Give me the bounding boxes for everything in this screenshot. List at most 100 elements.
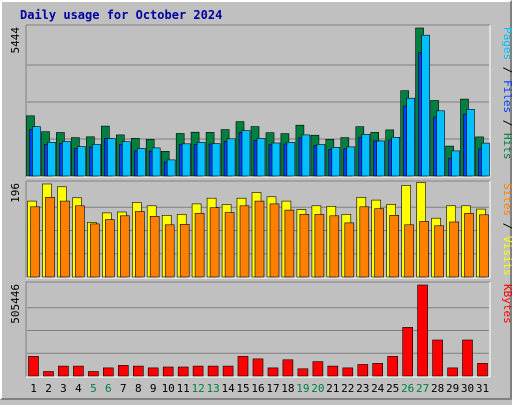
x-tick-label: 26 xyxy=(401,382,414,395)
bar-kbytes xyxy=(357,364,369,377)
x-tick-label: 14 xyxy=(221,382,235,395)
bar-kbytes xyxy=(387,356,399,377)
bar-kbytes xyxy=(252,358,264,377)
bar-kbytes xyxy=(88,371,99,377)
chart-title: Daily usage for October 2024 xyxy=(20,8,222,22)
bar-kbytes xyxy=(372,363,384,377)
bar-sites xyxy=(269,203,280,278)
bar-kbytes xyxy=(447,367,458,377)
x-tick-label: 10 xyxy=(162,382,175,395)
bar-sites xyxy=(224,212,235,278)
panel-kbytes: 505446 KBytes xyxy=(9,281,512,378)
x-tick-label: 11 xyxy=(177,382,190,395)
bar-sites xyxy=(359,206,370,278)
x-tick-label: 4 xyxy=(75,382,82,395)
bar-pages xyxy=(436,110,445,177)
bar-pages xyxy=(226,138,236,177)
bar-pages xyxy=(286,142,296,177)
bar-pages xyxy=(92,144,101,177)
bar-sites xyxy=(254,200,265,278)
bar-pages xyxy=(166,159,176,177)
bar-sites xyxy=(30,206,40,278)
bar-kbytes xyxy=(118,365,129,377)
x-tick-label: 29 xyxy=(446,382,459,395)
bar-kbytes xyxy=(43,371,54,377)
bar-pages xyxy=(181,143,191,177)
x-tick-label: 27 xyxy=(416,382,429,395)
x-tick-label: 1 xyxy=(30,382,37,395)
bar-sites xyxy=(284,209,295,278)
bar-pages xyxy=(241,130,251,177)
bar-sites xyxy=(149,216,160,278)
bar-pages xyxy=(107,138,116,177)
x-tick-label: 2 xyxy=(45,382,52,395)
bar-pages xyxy=(466,109,475,177)
bar-sites xyxy=(299,214,310,278)
x-tick-label: 16 xyxy=(251,382,264,395)
panel-hits-files-pages: 5444 Pages / Files / Hits xyxy=(9,24,512,178)
bar-sites xyxy=(194,213,205,278)
bar-pages xyxy=(346,146,356,177)
legend-part: / xyxy=(501,113,512,133)
x-tick-label: 9 xyxy=(150,382,157,395)
x-tick-label: 15 xyxy=(236,382,249,395)
x-tick-label: 25 xyxy=(386,382,399,395)
bar-sites xyxy=(389,215,400,278)
x-tick-label: 7 xyxy=(120,382,127,395)
bar-kbytes xyxy=(297,368,309,377)
x-tick-label: 12 xyxy=(191,382,204,395)
bar-kbytes xyxy=(267,367,279,377)
legend-label: Pages / Files / Hits xyxy=(501,27,512,160)
bar-kbytes xyxy=(417,284,428,377)
bar-sites xyxy=(449,221,459,278)
bar-pages xyxy=(301,134,311,177)
bar-kbytes xyxy=(327,365,339,377)
legend-label: KBytes xyxy=(501,284,512,324)
bar-kbytes xyxy=(477,363,488,377)
bar-pages xyxy=(77,146,86,177)
bar-kbytes xyxy=(342,367,354,377)
legend-part: / xyxy=(501,216,512,236)
bar-kbytes xyxy=(207,365,219,377)
x-tick-label: 18 xyxy=(281,382,294,395)
legend-part: KBytes xyxy=(501,284,512,324)
x-tick-label: 13 xyxy=(206,382,219,395)
y-max-label: 196 xyxy=(9,183,22,203)
bar-sites xyxy=(464,213,474,278)
bar-kbytes xyxy=(73,365,84,377)
legend-part: Files xyxy=(501,80,512,113)
bar-kbytes xyxy=(462,339,473,377)
bar-kbytes xyxy=(222,365,234,377)
bar-kbytes xyxy=(147,367,159,377)
bar-sites xyxy=(314,214,325,278)
bar-kbytes xyxy=(312,361,324,377)
bar-sites xyxy=(419,221,429,278)
bar-kbytes xyxy=(192,365,204,377)
bar-sites xyxy=(479,214,489,278)
bar-sites xyxy=(164,224,175,278)
bar-kbytes xyxy=(133,365,144,377)
bar-pages xyxy=(196,142,206,177)
bar-pages xyxy=(331,147,341,177)
bar-pages xyxy=(451,150,460,177)
bar-pages xyxy=(271,142,281,177)
bar-sites xyxy=(179,224,190,278)
x-axis-labels: 1 2 3 4 5 6 7 8 9 10 11 12 13 14 15 16 17 18 19 20 21 22 23 24 2… xyxy=(30,382,489,395)
bar-sites xyxy=(120,215,130,278)
bar-sites xyxy=(45,197,55,278)
y-max-label: 5444 xyxy=(9,27,22,54)
bar-sites xyxy=(374,208,385,278)
bar-pages xyxy=(361,134,371,177)
legend-part: Pages xyxy=(501,27,512,60)
bar-sites xyxy=(239,205,250,278)
bar-pages xyxy=(62,141,71,177)
bar-pages xyxy=(122,141,131,177)
x-tick-label: 5 xyxy=(90,382,97,395)
bar-sites xyxy=(329,215,340,278)
bar-sites xyxy=(90,223,100,278)
panel-visits-sites: 196 Sites / Visits xyxy=(9,180,512,279)
bar-pages xyxy=(421,34,430,177)
bar-kbytes xyxy=(28,356,39,377)
